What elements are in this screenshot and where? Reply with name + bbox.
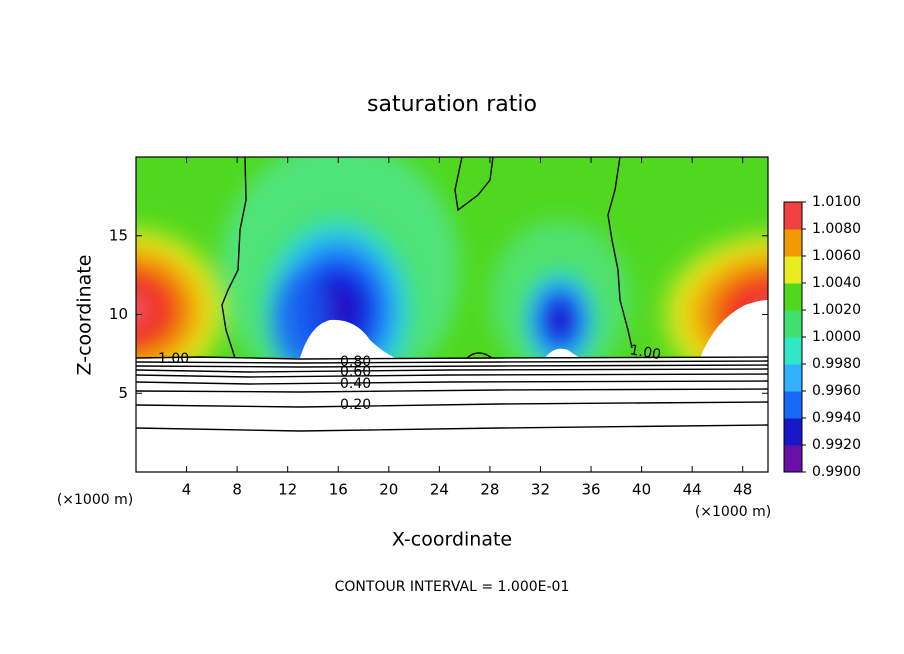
contour-line bbox=[135, 388, 769, 393]
colorbar-tick-label: 0.9960 bbox=[812, 383, 861, 399]
x-tick-label: 48 bbox=[733, 481, 752, 499]
colorbar-band bbox=[784, 364, 802, 392]
contour-labels: 1.00 0.80 0.60 0.40 0.20 1.00 bbox=[158, 342, 662, 413]
x-tick-label: 36 bbox=[581, 481, 600, 499]
colorbar-band bbox=[784, 310, 802, 338]
contour-label: 0.80 bbox=[340, 354, 371, 370]
field bbox=[136, 157, 768, 358]
colorbar-band bbox=[784, 229, 802, 257]
colorbar-tick-label: 0.9920 bbox=[812, 437, 861, 453]
contour-line bbox=[607, 156, 633, 349]
colorbar-tick-label: 1.0020 bbox=[812, 302, 861, 318]
contour-line bbox=[135, 380, 769, 385]
x-tick-label: 40 bbox=[632, 481, 651, 499]
contour-line bbox=[135, 424, 769, 432]
x-tick-label: 44 bbox=[683, 481, 702, 499]
chart-title: saturation ratio bbox=[367, 92, 537, 117]
footer: CONTOUR INTERVAL = 1.000E-01 bbox=[335, 579, 570, 595]
colorbar-band bbox=[784, 202, 802, 230]
y-axis-label: Z-coordinate bbox=[74, 255, 96, 376]
colorbar-tick-label: 0.9940 bbox=[812, 410, 861, 426]
colorbar-tick-label: 1.0000 bbox=[812, 329, 861, 345]
colorbar-tick-label: 0.9900 bbox=[812, 464, 861, 480]
colorbar-tick-label: 1.0060 bbox=[812, 248, 861, 264]
contour-line bbox=[135, 356, 769, 360]
y-tick-label: 15 bbox=[109, 226, 128, 244]
colorbar-band bbox=[784, 418, 802, 446]
field-clear bbox=[545, 348, 580, 358]
contour-line bbox=[221, 156, 247, 359]
contour-label: 1.00 bbox=[629, 342, 662, 363]
contour-lines bbox=[135, 156, 769, 432]
colorbar-tick-label: 1.0080 bbox=[812, 221, 861, 237]
field-low bbox=[515, 260, 605, 358]
x-tick-label: 28 bbox=[480, 481, 499, 499]
colorbar-tick-label: 1.0040 bbox=[812, 275, 861, 291]
contour-line bbox=[135, 401, 769, 408]
x-tick-label: 32 bbox=[531, 481, 550, 499]
colorbar-band bbox=[784, 256, 802, 284]
x-tick-label: 20 bbox=[379, 481, 398, 499]
colorbar-tick-label: 1.0100 bbox=[812, 194, 861, 210]
contour-line bbox=[466, 352, 493, 359]
colorbar-band bbox=[784, 445, 802, 473]
contour-label: 0.40 bbox=[340, 376, 371, 392]
y-tick-label: 5 bbox=[118, 384, 128, 402]
field-clear bbox=[700, 300, 768, 358]
colorbar-band bbox=[784, 391, 802, 419]
colorbar-band bbox=[784, 337, 802, 365]
x-tick-label: 24 bbox=[430, 481, 449, 499]
colorbar-tick-label: 0.9980 bbox=[812, 356, 861, 372]
contour-line bbox=[454, 156, 494, 212]
x-unit: (×1000 m) bbox=[695, 504, 771, 520]
x-tick-label: 4 bbox=[182, 481, 192, 499]
field-high bbox=[136, 215, 240, 358]
contour-label: 1.00 bbox=[158, 351, 189, 367]
x-tick-label: 16 bbox=[329, 481, 348, 499]
x-unit: (×1000 m) bbox=[57, 492, 133, 508]
x-tick-label: 12 bbox=[278, 481, 297, 499]
x-tick-label: 8 bbox=[232, 481, 242, 499]
colorbar-band bbox=[784, 283, 802, 311]
contour-label: 0.60 bbox=[340, 364, 371, 380]
contour-line bbox=[135, 364, 769, 368]
x-axis-label: X-coordinate bbox=[392, 529, 512, 551]
y-tick-label: 10 bbox=[109, 305, 128, 323]
field-clear bbox=[300, 319, 395, 358]
contour-label: 0.20 bbox=[340, 397, 371, 413]
contour-line bbox=[135, 360, 769, 364]
contour-line bbox=[135, 368, 769, 373]
contour-line bbox=[135, 373, 769, 378]
